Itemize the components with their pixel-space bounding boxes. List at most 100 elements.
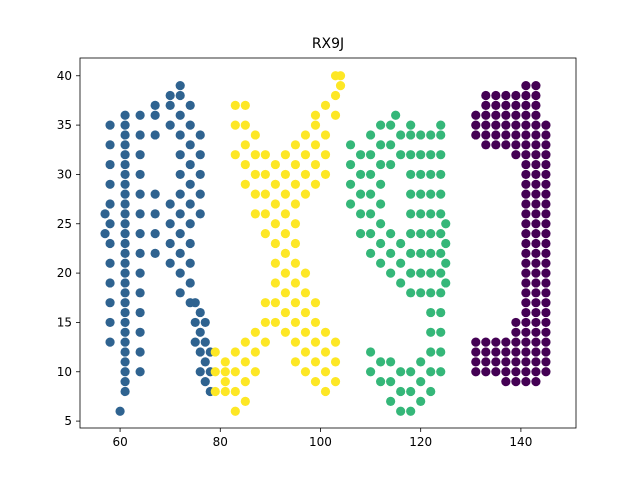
data-point (531, 189, 541, 199)
data-point (531, 199, 541, 209)
data-point (365, 189, 376, 199)
data-point (416, 209, 426, 219)
data-point (230, 150, 240, 160)
data-point (165, 100, 175, 110)
data-point (280, 307, 291, 318)
data-point (531, 229, 541, 239)
data-point (376, 120, 386, 130)
data-point (376, 140, 386, 150)
data-point (290, 238, 301, 249)
data-point (396, 406, 406, 416)
data-point (511, 140, 521, 150)
y-tick-label: 15 (57, 315, 72, 329)
data-point (365, 209, 376, 219)
data-point (406, 367, 416, 377)
data-point (365, 130, 376, 140)
x-tick-label: 80 (213, 435, 228, 449)
data-point (541, 130, 551, 140)
data-point (270, 298, 280, 308)
data-point (330, 337, 341, 347)
data-point (491, 337, 501, 347)
data-point (330, 357, 341, 367)
data-point (105, 219, 115, 229)
data-point (481, 347, 491, 357)
data-point (501, 110, 511, 120)
x-tick-label: 120 (409, 435, 432, 449)
data-point (365, 248, 376, 258)
data-point (521, 120, 531, 130)
y-tick-label: 35 (57, 118, 72, 132)
data-point (481, 120, 491, 130)
data-point (220, 386, 230, 397)
data-point (531, 130, 541, 140)
data-point (416, 248, 426, 258)
data-point (541, 248, 551, 258)
data-point (406, 229, 416, 239)
data-point (300, 327, 311, 337)
data-point (230, 347, 240, 357)
data-point (310, 120, 321, 130)
data-point (396, 150, 406, 160)
data-point (511, 347, 521, 357)
data-point (386, 140, 396, 150)
data-point (135, 110, 145, 120)
data-point (531, 81, 541, 91)
data-point (120, 248, 130, 258)
data-point (436, 307, 446, 318)
data-point (365, 150, 376, 160)
data-point (541, 298, 551, 308)
data-point (541, 199, 551, 209)
data-point (240, 377, 250, 387)
data-point (521, 347, 531, 357)
data-point (541, 229, 551, 239)
data-point (320, 100, 331, 110)
data-point (165, 219, 175, 229)
data-point (521, 248, 531, 258)
data-point (105, 199, 115, 209)
data-point (105, 317, 115, 328)
data-point (120, 327, 130, 337)
data-point (541, 317, 551, 328)
data-point (365, 347, 376, 357)
data-point (270, 258, 280, 268)
data-point (320, 130, 331, 140)
data-point (280, 229, 291, 239)
data-point (541, 189, 551, 199)
data-point (531, 179, 541, 189)
data-point (105, 140, 115, 150)
data-point (120, 258, 130, 268)
x-tick-label: 60 (112, 435, 127, 449)
data-point (396, 258, 406, 268)
data-point (270, 179, 280, 189)
data-point (175, 110, 185, 120)
data-point (290, 159, 301, 170)
data-point (531, 169, 541, 180)
x-tick-label: 100 (309, 435, 332, 449)
data-point (300, 150, 311, 160)
data-point (491, 367, 501, 377)
data-point (521, 298, 531, 308)
data-point (521, 278, 531, 288)
y-axis: 5 10 15 20 25 30 35 40 (57, 69, 80, 428)
data-point (270, 159, 280, 170)
data-point (541, 337, 551, 347)
data-point (320, 169, 331, 180)
data-point (150, 248, 160, 258)
data-point (120, 219, 130, 229)
data-point (310, 179, 321, 189)
data-point (185, 238, 195, 249)
data-point (521, 367, 531, 377)
data-point (521, 377, 531, 387)
data-point (426, 307, 436, 318)
data-point (100, 209, 110, 219)
points-layer (100, 71, 551, 416)
x-axis: 60 80 100 120 140 (112, 428, 532, 449)
data-point (386, 377, 396, 387)
data-point (200, 377, 210, 387)
data-point (320, 150, 331, 160)
data-point (511, 150, 521, 160)
data-point (135, 209, 145, 219)
data-point (195, 189, 205, 199)
data-point (541, 169, 551, 180)
y-tick-label: 30 (57, 167, 72, 181)
